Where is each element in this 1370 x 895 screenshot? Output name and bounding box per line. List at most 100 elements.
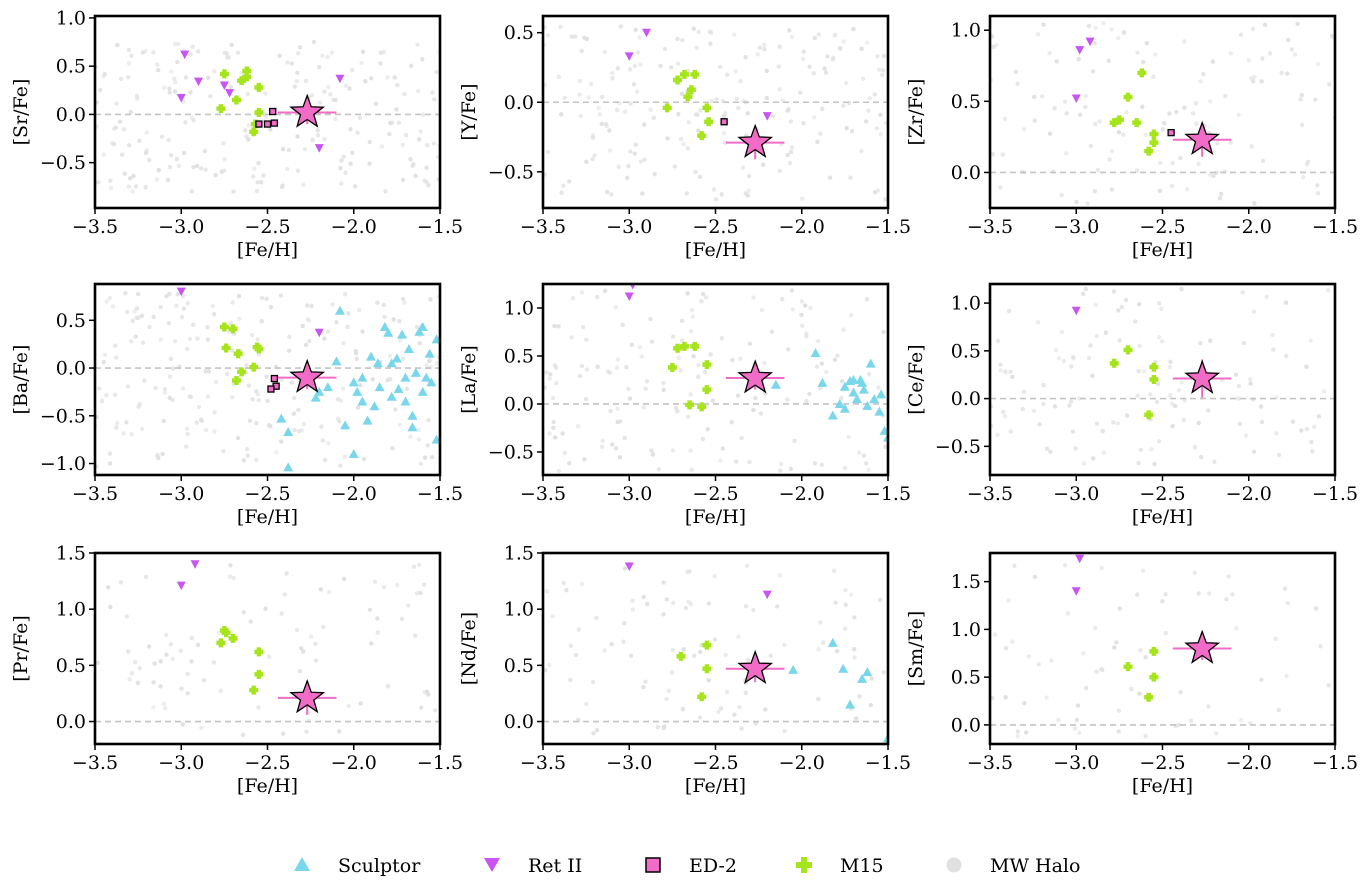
m15-point bbox=[249, 127, 259, 137]
mw-halo-point bbox=[1013, 69, 1019, 74]
mw-halo-point bbox=[558, 24, 563, 30]
mw-halo-point bbox=[1093, 626, 1098, 631]
mw-halo-point bbox=[1114, 640, 1119, 645]
mw-halo-point bbox=[544, 370, 549, 375]
mw-halo-point bbox=[724, 72, 730, 78]
mw-halo-point bbox=[1327, 82, 1332, 87]
mw-halo-point bbox=[1163, 591, 1168, 597]
mw-halo-point bbox=[126, 649, 131, 654]
mw-halo-point bbox=[107, 461, 113, 466]
mw-halo-point bbox=[259, 180, 264, 185]
mw-halo-point bbox=[432, 708, 438, 713]
mw-halo-point bbox=[1313, 97, 1318, 102]
mw-halo-point bbox=[1228, 51, 1233, 56]
mw-halo-point bbox=[1148, 392, 1153, 397]
mw-halo-point bbox=[622, 435, 627, 441]
mw-halo-point bbox=[566, 179, 572, 184]
mw-halo-point bbox=[1192, 570, 1197, 575]
mw-halo-point bbox=[1160, 127, 1165, 132]
mw-halo-point bbox=[1315, 62, 1321, 67]
mw-halo-point bbox=[191, 164, 196, 170]
mw-halo-point bbox=[390, 446, 395, 451]
mw-halo-point bbox=[1170, 160, 1175, 166]
mw-halo-point bbox=[746, 173, 752, 179]
mw-halo-point bbox=[1178, 155, 1183, 161]
mw-halo-point bbox=[267, 654, 272, 659]
mw-halo-point bbox=[428, 297, 433, 302]
x-axis-label: [Fe/H] bbox=[237, 239, 298, 261]
mw-halo-point bbox=[418, 705, 424, 710]
mw-halo-point bbox=[857, 450, 862, 455]
mw-halo-point bbox=[310, 137, 315, 143]
mw-halo-point bbox=[822, 66, 827, 71]
ret2-point bbox=[176, 287, 186, 297]
y-tick-label: 0.0 bbox=[951, 714, 981, 736]
mw-halo-point bbox=[420, 112, 426, 117]
mw-halo-point bbox=[174, 303, 179, 309]
ret2-point bbox=[762, 112, 772, 121]
mw-halo-point bbox=[411, 564, 417, 570]
mw-halo-point bbox=[256, 705, 261, 710]
mw-halo-point bbox=[1137, 691, 1142, 696]
mw-halo-point bbox=[690, 314, 695, 319]
mw-halo-point bbox=[785, 108, 790, 113]
mw-halo-point bbox=[350, 67, 355, 73]
mw-halo-point bbox=[339, 181, 344, 186]
plot-area bbox=[95, 287, 440, 472]
mw-halo-point bbox=[708, 41, 713, 47]
mw-halo-point bbox=[316, 64, 322, 70]
sculptor-point bbox=[424, 348, 435, 358]
mw-halo-point bbox=[736, 105, 741, 111]
mw-halo-point bbox=[1154, 399, 1160, 405]
m15-point bbox=[1149, 672, 1159, 682]
mw-halo-point bbox=[692, 653, 697, 658]
mw-halo-point bbox=[1143, 655, 1148, 660]
mw-halo-point bbox=[876, 385, 881, 390]
mw-halo-point bbox=[1295, 21, 1300, 27]
mw-halo-point bbox=[1119, 304, 1124, 310]
mw-halo-point bbox=[661, 387, 666, 393]
mw-halo-point bbox=[633, 27, 638, 33]
y-tick-label: 1.0 bbox=[504, 599, 534, 621]
mw-halo-point bbox=[292, 427, 297, 433]
x-axis-label: [Fe/H] bbox=[237, 775, 298, 797]
mw-halo-point bbox=[1001, 409, 1006, 415]
sculptor-point bbox=[839, 381, 850, 391]
mw-halo-point bbox=[339, 158, 344, 163]
sculptor-point bbox=[838, 663, 849, 673]
mw-halo-point bbox=[266, 423, 272, 428]
mw-halo-point bbox=[213, 379, 219, 385]
mw-halo-point bbox=[881, 53, 887, 59]
mw-halo-point bbox=[830, 57, 835, 62]
mw-halo-point bbox=[643, 679, 648, 684]
mw-halo-point bbox=[158, 684, 163, 689]
mw-halo-point bbox=[96, 180, 101, 185]
mw-halo-point bbox=[300, 323, 305, 329]
mw-halo-point bbox=[854, 716, 859, 721]
mw-halo-point bbox=[1100, 429, 1105, 434]
sculptor-point bbox=[848, 387, 859, 397]
mw-halo-point bbox=[1179, 380, 1184, 385]
mw-halo-point bbox=[880, 68, 886, 73]
x-tick-label: −3.5 bbox=[72, 483, 118, 505]
mw-halo-point bbox=[1099, 565, 1104, 571]
mw-halo-point bbox=[874, 126, 880, 131]
mw-halo-point bbox=[1003, 645, 1009, 651]
x-tick-label: −1.5 bbox=[865, 483, 911, 505]
sculptor-point bbox=[839, 403, 850, 413]
x-tick-label: −1.5 bbox=[417, 752, 463, 774]
mw-halo-point bbox=[1157, 188, 1163, 193]
mw-halo-point bbox=[789, 34, 795, 40]
mw-halo-point bbox=[1299, 92, 1305, 98]
ret2-point bbox=[624, 562, 634, 571]
mw-halo-point bbox=[685, 414, 691, 419]
plot-area bbox=[543, 284, 888, 474]
mw-halo-point bbox=[205, 75, 211, 80]
m15-legend-icon bbox=[796, 857, 812, 873]
mw-halo-point bbox=[1178, 690, 1183, 695]
mw-halo-point bbox=[126, 47, 132, 53]
mw-halo-point bbox=[629, 342, 634, 348]
mw-halo-point bbox=[235, 50, 241, 55]
mw-halo-point bbox=[278, 439, 284, 444]
mw-halo-point bbox=[864, 297, 870, 302]
